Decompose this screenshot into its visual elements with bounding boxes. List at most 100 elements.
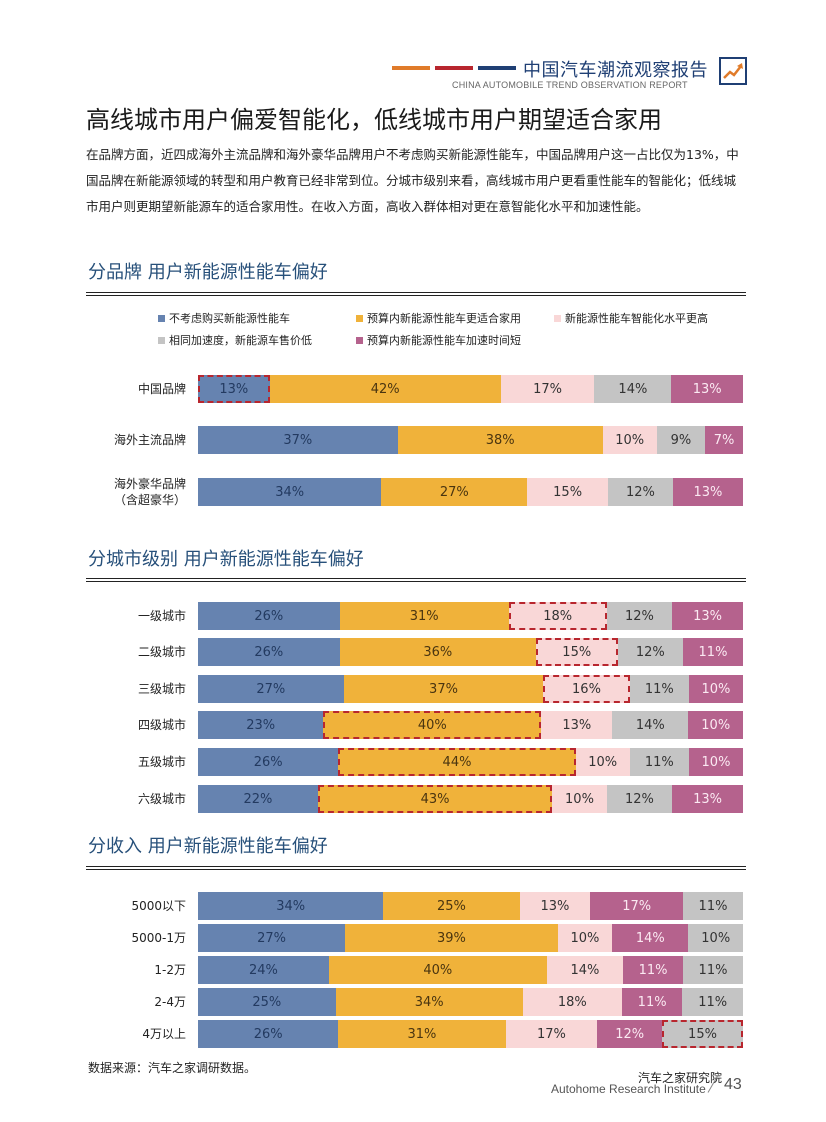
data-label: 10%	[701, 717, 731, 733]
data-label: 13%	[540, 898, 570, 914]
data-label: 11%	[644, 754, 674, 770]
stacked-bar: 37% 38% 10% 9% 7%	[198, 426, 743, 454]
section-rule	[86, 866, 746, 870]
bar-segment: 10%	[602, 426, 657, 454]
data-label: 34%	[414, 994, 444, 1010]
bar-segment: 26%	[198, 748, 339, 776]
legend-label: 不考虑购买新能源性能车	[169, 312, 290, 325]
bar-segment: 40%	[328, 956, 547, 984]
footer-org-cn: 汽车之家研究院	[638, 1071, 723, 1085]
bar-segment: 25%	[383, 892, 520, 920]
data-source-note: 数据来源：汽车之家调研数据。	[88, 1061, 257, 1075]
data-label: 10%	[701, 681, 731, 697]
data-label: 36%	[423, 644, 453, 660]
data-label: 10%	[565, 791, 594, 807]
bar-segment: 15%	[527, 478, 609, 506]
data-label: 16%	[572, 681, 601, 697]
bar-segment: 18%	[508, 602, 607, 630]
stacked-bar: 24% 40% 14% 11% 11%	[198, 956, 743, 984]
bar-segment: 27%	[198, 675, 344, 703]
stacked-bar: 27% 37% 16% 11% 10%	[198, 675, 743, 703]
data-label: 12%	[615, 1026, 645, 1042]
bar-segment: 12%	[606, 785, 673, 813]
stacked-bar: 22% 43% 10% 12% 13%	[198, 785, 743, 813]
report-subtitle: CHINA AUTOMOBILE TREND OBSERVATION REPOR…	[452, 80, 688, 90]
data-label: 27%	[257, 930, 287, 946]
bar-segment: 23%	[198, 711, 324, 739]
bar-segment: 24%	[198, 956, 329, 984]
bar-segment: 44%	[338, 748, 577, 776]
data-label: 44%	[442, 754, 472, 770]
bar-segment: 11%	[683, 638, 743, 666]
legend-label: 预算内新能源性能车更适合家用	[367, 312, 521, 325]
legend-swatch	[356, 314, 363, 322]
bar-segment: 26%	[198, 1020, 339, 1048]
data-label: 27%	[256, 681, 286, 697]
data-label: 10%	[701, 930, 731, 946]
page-number: 43	[724, 1076, 742, 1093]
bar-segment: 10%	[688, 924, 743, 952]
bar-segment: 15%	[662, 1020, 743, 1048]
bar-segment: 12%	[606, 602, 673, 630]
section-rule	[86, 292, 746, 296]
section-title-income: 分收入 用户新能源性能车偏好	[88, 836, 328, 857]
bar-segment: 26%	[198, 638, 340, 666]
data-label: 11%	[638, 962, 668, 978]
data-label: 14%	[635, 717, 665, 733]
bar-segment: 14%	[612, 924, 689, 952]
data-label: 18%	[543, 608, 573, 624]
bar-segment: 34%	[198, 478, 382, 506]
bar-segment: 43%	[317, 785, 553, 813]
data-label: 14%	[570, 962, 600, 978]
data-label: 14%	[635, 930, 665, 946]
bar-segment: 11%	[683, 892, 743, 920]
category-label: 4万以上	[142, 1027, 186, 1041]
stacked-bar: 25% 34% 18% 11% 11%	[198, 988, 743, 1016]
legend-swatch	[554, 314, 561, 322]
data-label: 12%	[624, 791, 654, 807]
data-label: 17%	[536, 1026, 566, 1042]
bar-segment: 13%	[519, 892, 591, 920]
header-bar-red	[435, 66, 473, 70]
legend-item: 预算内新能源性能车加速时间短	[356, 332, 521, 348]
data-label: 40%	[417, 717, 447, 733]
header-color-bars	[392, 66, 516, 70]
header-bar-orange	[392, 66, 430, 70]
bar-segment: 25%	[198, 988, 336, 1016]
bar-segment: 11%	[621, 988, 683, 1016]
data-label: 26%	[254, 644, 284, 660]
data-label: 34%	[275, 484, 305, 500]
data-label: 13%	[692, 381, 722, 397]
bar-segment: 14%	[594, 375, 672, 403]
footer-org-en: Autohome Research Institute	[551, 1082, 706, 1096]
data-label: 26%	[254, 608, 284, 624]
legend-swatch	[158, 314, 165, 322]
stacked-bar: 23% 40% 13% 14% 10%	[198, 711, 743, 739]
bar-segment: 37%	[198, 426, 398, 454]
legend-swatch	[356, 336, 363, 344]
category-label: 五级城市	[137, 755, 186, 769]
bar-segment: 14%	[546, 956, 624, 984]
bar-segment: 17%	[505, 1020, 598, 1048]
data-label: 37%	[429, 681, 458, 697]
data-label: 31%	[407, 1026, 437, 1042]
bar-segment: 22%	[198, 785, 318, 813]
data-label: 15%	[562, 644, 592, 660]
legend-item: 不考虑购买新能源性能车	[158, 310, 290, 326]
bar-segment: 42%	[269, 375, 501, 403]
data-label: 15%	[688, 1026, 717, 1042]
legend-swatch	[158, 336, 165, 344]
data-label: 13%	[693, 484, 723, 500]
bar-segment: 7%	[705, 426, 743, 454]
page-title: 高线城市用户偏爱智能化，低线城市用户期望适合家用	[86, 106, 662, 134]
section-title-brand: 分品牌 用户新能源性能车偏好	[88, 262, 328, 283]
bar-segment: 12%	[597, 1020, 663, 1048]
category-label: 5000-1万	[131, 931, 186, 945]
bar-segment: 36%	[339, 638, 536, 666]
bar-segment: 13%	[672, 602, 743, 630]
section-title-city: 分城市级别 用户新能源性能车偏好	[88, 549, 364, 570]
data-label: 13%	[693, 791, 722, 807]
stacked-bar: 26% 36% 15% 12% 11%	[198, 638, 743, 666]
data-label: 10%	[701, 754, 731, 770]
legend-item: 相同加速度，新能源车售价低	[158, 332, 312, 348]
